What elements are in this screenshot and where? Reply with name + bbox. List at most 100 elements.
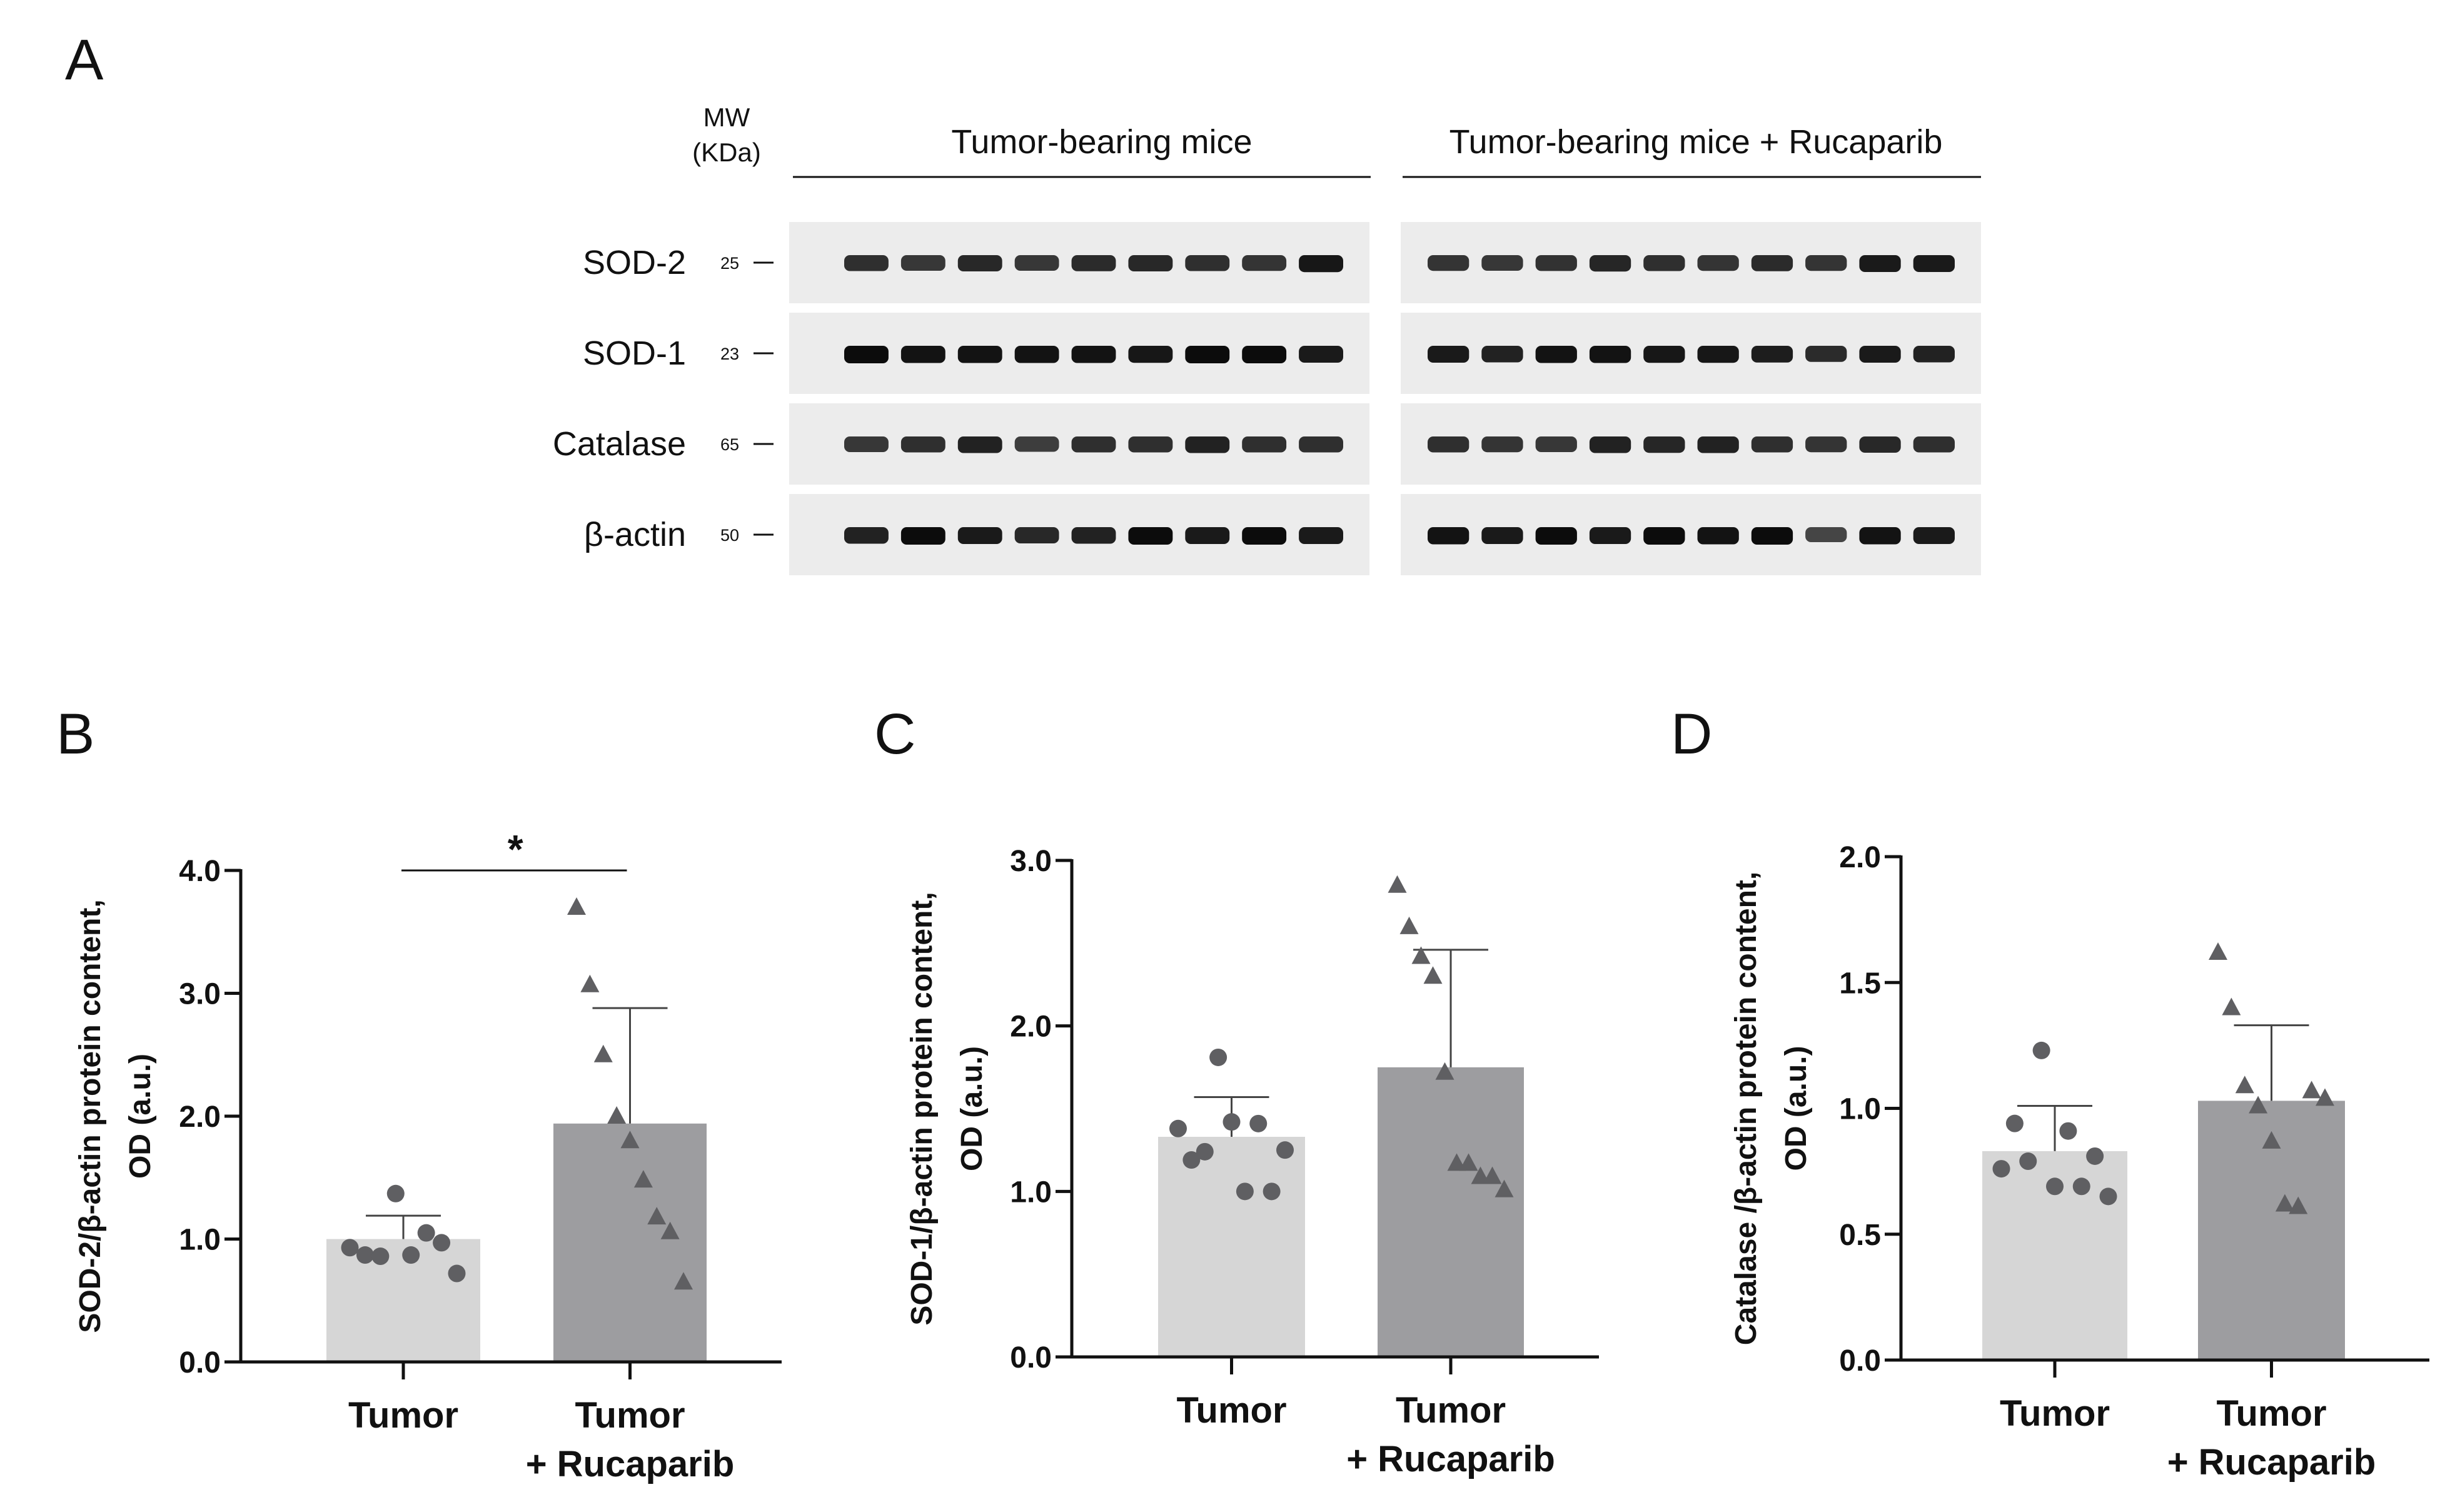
data-point [1471, 1166, 1490, 1184]
data-point [2222, 997, 2241, 1016]
data-point [386, 1184, 405, 1202]
chart-c: 0.0 1.0 2.0 3.0 Tumor Tumor + Rucaparib SOD-1/β… [905, 845, 1599, 1479]
blot-band [1535, 346, 1577, 363]
blot-rows: SOD-2 25 SOD-1 23 Catalase 65 β-actin 50 [553, 222, 1981, 575]
mw-marker-label: 25 [720, 254, 739, 273]
y-axis-label: OD (a.u.) [1780, 1046, 1813, 1171]
data-point [2302, 1081, 2321, 1099]
data-point [2275, 1194, 2294, 1212]
data-point [433, 1234, 451, 1252]
data-point [2086, 1147, 2104, 1165]
data-point [1399, 916, 1419, 934]
blot-band [1913, 255, 1955, 272]
blot-band [1071, 436, 1116, 453]
blot-band [1751, 527, 1793, 545]
blot-band [1751, 346, 1793, 363]
blot-band [1913, 527, 1955, 544]
y-tick-label: 1.5 [1839, 967, 1881, 1000]
data-point [2046, 1177, 2064, 1196]
blot-band [1071, 346, 1116, 363]
data-point [1447, 1153, 1466, 1171]
bar [1158, 1136, 1305, 1357]
bar [553, 1123, 707, 1362]
y-tick-label: 1.0 [1010, 1176, 1052, 1209]
panel-letter-c: C [874, 702, 915, 766]
blot-band [1643, 436, 1685, 453]
blot-band [1751, 436, 1793, 453]
blot-band [1481, 527, 1523, 544]
blot-band [1589, 527, 1631, 544]
blot-band [1697, 436, 1739, 453]
x-category-label: Tumor [575, 1395, 685, 1436]
data-point [2005, 1114, 2024, 1132]
data-point [2235, 1076, 2254, 1094]
x-category-label: + Rucaparib [2167, 1442, 2376, 1483]
data-point [2262, 1131, 2281, 1149]
y-axis-label: SOD-2/β-actin protein content, [74, 899, 107, 1333]
blot-band [957, 527, 1002, 544]
blot-band [1805, 255, 1847, 271]
bar [326, 1239, 480, 1362]
data-point [2099, 1187, 2117, 1206]
blot-band [900, 527, 945, 545]
data-point [1276, 1141, 1294, 1159]
blot-band [1805, 346, 1847, 362]
blot-band [957, 255, 1002, 271]
blot-band [1185, 436, 1230, 453]
blot-band [1185, 255, 1230, 271]
data-point [1411, 946, 1431, 964]
blot-group-right-label: Tumor-bearing mice + Rucaparib [1449, 123, 1943, 161]
blot-band [1014, 527, 1059, 543]
blot-band [1185, 346, 1230, 363]
blot-band [1242, 346, 1287, 363]
blot-band [1589, 255, 1631, 272]
blot-band [844, 255, 889, 271]
data-point [620, 1131, 640, 1149]
blot-row-label: β-actin [584, 516, 686, 553]
blot-band [1643, 527, 1685, 545]
y-tick-label: 3.0 [1010, 845, 1052, 878]
mw-header-line1: MW [703, 103, 750, 132]
blot-band [1913, 346, 1955, 363]
data-point [2019, 1152, 2037, 1171]
data-point [2249, 1096, 2268, 1114]
y-axis-label: SOD-1/β-actin protein content, [905, 892, 939, 1325]
panel-letter-d: D [1671, 702, 1712, 766]
x-category-label: + Rucaparib [526, 1444, 735, 1484]
y-tick-label: 0.0 [1010, 1341, 1052, 1374]
mw-marker-label: 65 [720, 435, 739, 454]
blot-band [1299, 527, 1343, 544]
blot-row-label: SOD-1 [583, 335, 686, 372]
blot-band [1481, 346, 1523, 363]
blot-band [1751, 255, 1793, 271]
data-point [341, 1239, 359, 1257]
data-point [402, 1246, 420, 1264]
blot-band [1299, 255, 1343, 273]
blot-band [1128, 255, 1173, 271]
data-point [448, 1264, 466, 1283]
blot-band [1242, 436, 1287, 453]
data-point [2032, 1041, 2050, 1059]
blot-band [957, 436, 1002, 453]
blot-band [1428, 346, 1470, 363]
x-category-label: Tumor [348, 1395, 458, 1436]
blot-band [844, 346, 889, 363]
blot-band [1071, 527, 1116, 544]
data-point [567, 897, 586, 915]
y-tick-label: 1.0 [1839, 1093, 1881, 1126]
blot-band [1128, 346, 1173, 363]
blot-row-label: Catalase [553, 425, 686, 463]
blot-band [1535, 436, 1577, 452]
blot-group-left-label: Tumor-bearing mice [951, 123, 1252, 161]
bar [1378, 1067, 1524, 1357]
significance-marker: * [508, 827, 523, 872]
data-point [633, 1170, 653, 1188]
y-axis-label: Catalase /β-actin protein content, [1730, 872, 1763, 1345]
mw-marker-label: 23 [720, 345, 739, 363]
blot-band [900, 436, 945, 453]
blot-band [1643, 346, 1685, 363]
y-tick-label: 0.0 [179, 1346, 221, 1379]
data-point [1169, 1119, 1187, 1137]
blot-band [1242, 255, 1287, 271]
